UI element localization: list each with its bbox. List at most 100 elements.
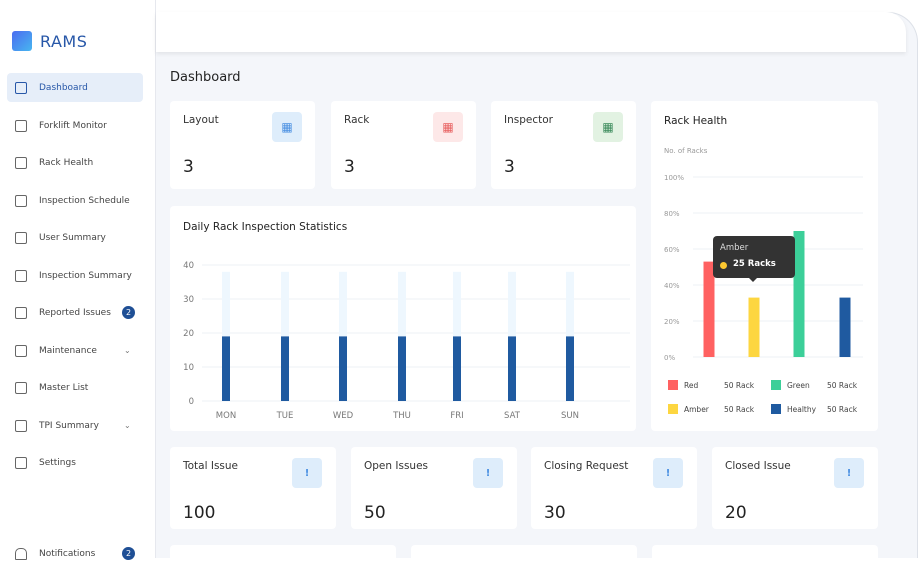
dashboard-icon — [15, 81, 27, 94]
legend-name: Amber — [684, 404, 709, 414]
y-tick-label: 40 — [183, 261, 194, 271]
sidebar-item-master-list[interactable]: Master List — [7, 373, 143, 402]
sidebar-item-label: Maintenance — [39, 345, 97, 356]
legend-value: 50 Rack — [724, 404, 755, 414]
rack-icon: ▦ — [433, 112, 463, 142]
x-tick-label: WED — [333, 411, 354, 421]
legend-item-healthy: Healthy 50 Rack — [771, 404, 857, 414]
y-tick-label: 0% — [664, 354, 675, 362]
sidebar-item-reported-issues[interactable]: Reported Issues 2 — [7, 298, 143, 327]
x-tick-label: FRI — [450, 411, 463, 421]
inspector-icon: ▦ — [593, 112, 623, 142]
legend-item-green: Green 50 Rack — [771, 380, 857, 390]
sidebar-item-dashboard[interactable]: Dashboard — [7, 73, 143, 102]
bar-wed — [339, 336, 347, 401]
legend-swatch — [771, 380, 781, 390]
inspector-icon — [15, 419, 27, 432]
y-tick-label: 20 — [183, 329, 194, 339]
sidebar-item-notifications[interactable]: Notifications 2 — [7, 539, 143, 568]
issue-label: Open Issues — [364, 460, 429, 472]
bar-red — [703, 261, 715, 357]
sidebar-item-label: Notifications — [39, 548, 96, 559]
sidebar: RAMS Dashboard Forklift Monitor Rack Healt… — [0, 0, 156, 560]
tooltip-dot — [720, 262, 727, 269]
top-header — [156, 12, 906, 52]
legend-value: 50 Rack — [827, 404, 858, 414]
alert-icon: ! — [292, 458, 322, 488]
stat-card-inspector: Inspector ▦ 3 — [491, 101, 636, 189]
y-tick-label: 10 — [183, 363, 194, 373]
sidebar-item-label: Dashboard — [39, 82, 88, 93]
legend-value: 50 Rack — [827, 380, 858, 390]
issue-label: Closed Issue — [725, 460, 791, 472]
notifications-badge: 2 — [122, 547, 135, 560]
badge: 2 — [122, 306, 135, 319]
chevron-down-icon[interactable]: ⌄ — [124, 346, 131, 355]
x-tick-label: SAT — [504, 411, 521, 421]
y-tick-label: 60% — [664, 246, 680, 254]
rack-health-chart: 0% 20% 40% 60% 80% 100% — [664, 174, 863, 362]
issue-value: 50 — [364, 503, 386, 523]
bar-green — [793, 231, 805, 357]
x-tick-label: MON — [216, 411, 236, 421]
legend-item-amber: Amber 50 Rack — [668, 404, 754, 414]
issue-value: 100 — [183, 503, 216, 523]
legend-name: Red — [684, 380, 699, 390]
sidebar-item-label: User Summary — [39, 232, 106, 243]
calendar-icon — [15, 194, 27, 207]
app-name: RAMS — [40, 32, 88, 51]
legend-value: 50 Rack — [724, 380, 755, 390]
tools-icon — [15, 344, 27, 357]
y-tick-label: 80% — [664, 210, 680, 218]
rams-logo-icon — [12, 31, 32, 51]
chevron-down-icon[interactable]: ⌄ — [124, 421, 131, 430]
daily-inspection-card: Daily Rack Inspection Statistics 0 10 20 30… — [170, 206, 636, 431]
sidebar-item-maintenance[interactable]: Maintenance ⌄ — [7, 336, 143, 365]
stat-value: 3 — [183, 157, 194, 177]
lower-card — [652, 545, 878, 575]
gear-icon — [15, 456, 27, 469]
sidebar-item-inspection-summary[interactable]: Inspection Summary — [7, 261, 143, 290]
legend-item-red: Red 50 Rack — [668, 380, 754, 390]
bar-tue — [281, 336, 289, 401]
alert-icon: ! — [473, 458, 503, 488]
alert-icon: ! — [834, 458, 864, 488]
issue-label: Total Issue — [183, 460, 239, 472]
alert-icon: ! — [653, 458, 683, 488]
sidebar-item-inspection-schedule[interactable]: Inspection Schedule — [7, 186, 143, 215]
issue-card-closed-issue: Closed Issue ! 20 — [712, 447, 878, 529]
x-tick-label: SUN — [561, 411, 579, 421]
stat-label: Layout — [183, 114, 219, 126]
sidebar-item-tpi-summary[interactable]: TPI Summary ⌄ — [7, 411, 143, 440]
legend-swatch — [668, 404, 678, 414]
y-tick-label: 20% — [664, 318, 680, 326]
issue-value: 20 — [725, 503, 747, 523]
rack-health-icon — [15, 156, 27, 169]
clipboard-icon — [15, 269, 27, 282]
bar-sat — [508, 336, 516, 401]
stat-value: 3 — [344, 157, 355, 177]
lower-card — [170, 545, 396, 575]
sidebar-item-label: Master List — [39, 382, 89, 393]
sidebar-item-rack-health[interactable]: Rack Health — [7, 148, 143, 177]
stat-label: Inspector — [504, 114, 553, 126]
alert-icon — [15, 306, 27, 319]
chart-tooltip: Amber 25 Racks — [713, 236, 795, 282]
sidebar-item-label: Reported Issues — [39, 307, 111, 318]
sidebar-item-label: Forklift Monitor — [39, 120, 107, 131]
sidebar-item-label: Inspection Schedule — [39, 195, 130, 206]
sidebar-item-forklift-monitor[interactable]: Forklift Monitor — [7, 111, 143, 140]
sidebar-item-user-summary[interactable]: User Summary — [7, 223, 143, 252]
chart-title: Daily Rack Inspection Statistics — [183, 221, 348, 233]
copy-icon — [15, 381, 27, 394]
sidebar-item-settings[interactable]: Settings — [7, 448, 143, 477]
y-tick-label: 100% — [664, 174, 684, 182]
y-tick-label: 0 — [189, 397, 194, 407]
issue-card-total-issue: Total Issue ! 100 — [170, 447, 336, 529]
sidebar-item-label: Settings — [39, 457, 76, 468]
bar-amber — [748, 297, 760, 357]
layout-icon: ▦ — [272, 112, 302, 142]
chart-title: Rack Health — [664, 115, 728, 127]
issue-card-open-issues: Open Issues ! 50 — [351, 447, 517, 529]
stat-label: Rack — [344, 114, 370, 126]
